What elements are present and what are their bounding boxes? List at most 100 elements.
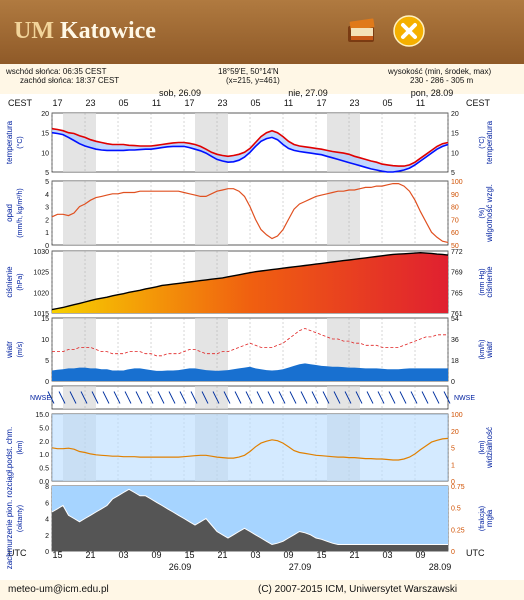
precip-tick-left-1: 4: [45, 192, 49, 199]
header-bar: UM Katowice: [0, 0, 524, 64]
wind-arrow-28: [201, 391, 209, 404]
top-hour-3: 11: [152, 98, 161, 108]
wind-arrow-30: [212, 391, 220, 404]
precip-tick-left-3: 2: [45, 217, 49, 224]
top-hour-10: 05: [382, 98, 392, 108]
pressure-tick-right-1: 769: [451, 270, 463, 277]
cloud-unit-left: (km): [17, 441, 24, 455]
fog-tick-left-1: 6: [45, 500, 49, 507]
wind-tick-left-2: 5: [45, 358, 49, 365]
humidity-line: [51, 183, 449, 243]
cloud-unit-right: (km): [479, 441, 486, 455]
tz-right: CEST: [466, 98, 491, 108]
cloud-tick-left-1: 5.0: [39, 425, 49, 432]
pressure-tick-left-1: 1025: [33, 270, 49, 277]
fog-tick-right-2: 0.25: [451, 527, 465, 534]
height-label: wysokość (min, środek, max): [388, 67, 492, 76]
precip-tick-left-4: 1: [45, 230, 49, 237]
wind-arrow-54: [344, 391, 352, 404]
gust-line: [52, 328, 448, 357]
temp-min-line: [51, 131, 449, 173]
pressure-tick-left-3: 1015: [33, 311, 49, 318]
night-band-winddir-1: [195, 386, 228, 409]
wind-arrow-20: [157, 391, 165, 404]
precip-tick-right-0: 100: [451, 179, 463, 186]
pressure-tick-left-2: 1020: [33, 290, 49, 297]
precip-tick-right-1: 90: [451, 192, 459, 199]
fog-tick-right-0: 0.75: [451, 484, 465, 491]
bottom-hour-1: 21: [85, 550, 95, 560]
top-hour-4: 17: [184, 98, 194, 108]
date-top-1: nie, 27.09: [288, 88, 328, 98]
top-hour-9: 23: [349, 98, 359, 108]
cloud-sky: [52, 414, 448, 481]
sunset-text: zachód słońca: 18:37 CEST: [20, 76, 120, 85]
cloud-tick-left-5: 0.0: [39, 479, 49, 486]
footer-email[interactable]: meteo-um@icm.edu.pl: [8, 584, 109, 595]
close-icon[interactable]: [392, 14, 426, 48]
info-bar: wschód słońca: 06:35 CEST zachód słońca:…: [0, 64, 524, 94]
temp-ylabel-right: temperatura: [485, 120, 494, 164]
fog-tick-right-1: 0.5: [451, 506, 461, 513]
precip-ylabel-right: wilgotność wzgl.: [485, 184, 494, 243]
temp-tick-right-0: 20: [451, 111, 459, 118]
fog-line: [51, 488, 448, 546]
cloud-tick-right-0: 100: [451, 412, 463, 419]
wind-arrow-6: [80, 391, 88, 404]
pressure-tick-right-3: 761: [451, 311, 463, 318]
wind-arrow-24: [179, 391, 187, 404]
cloud-tick-right-4: 0: [451, 479, 455, 486]
wind-arrow-52: [333, 391, 341, 404]
title-um: UM: [14, 18, 54, 44]
wind-arrow-64: [399, 391, 407, 404]
precip-tick-right-5: 50: [451, 243, 459, 250]
cloud-tick-left-2: 2.0: [39, 439, 49, 446]
wind-arrow-60: [377, 391, 385, 404]
wind-arrow-4: [69, 391, 77, 404]
cloud-ylabel: podst. chm.: [5, 427, 14, 468]
utc-left: UTC: [8, 548, 27, 558]
bottom-hour-0: 15: [52, 550, 62, 560]
fog-ylabel-right: mgła: [485, 509, 494, 527]
pressure-unit-right: (mm Hg): [479, 268, 486, 295]
pressure-tick-right-0: 772: [451, 249, 463, 256]
wind-arrow-46: [300, 391, 308, 404]
precip-tick-right-3: 70: [451, 217, 459, 224]
pressure-tick-left-0: 1030: [33, 249, 49, 256]
book-icon[interactable]: [345, 14, 379, 48]
date-bottom-1: 27.09: [289, 562, 312, 572]
top-hour-8: 17: [316, 98, 326, 108]
top-hour-7: 11: [284, 98, 293, 108]
cloud-ylabel-right: widzialność: [485, 427, 494, 469]
wind-arrow-8: [91, 391, 99, 404]
wind-arrow-44: [289, 391, 297, 404]
night-band-winddir-2: [327, 386, 360, 409]
wind-arrow-66: [410, 391, 418, 404]
date-bottom-0: 26.09: [169, 562, 192, 572]
wind-arrow-40: [267, 391, 275, 404]
bottom-hour-2: 03: [118, 550, 128, 560]
wind-arrow-2: [58, 391, 66, 404]
wind-arrow-50: [322, 391, 330, 404]
temp-tick-left-0: 20: [41, 111, 49, 118]
pressure-unit-left: (hPa): [17, 273, 24, 290]
winddir-label-left: NWSE: [30, 395, 51, 402]
fog-tick-left-3: 2: [45, 533, 49, 540]
precip-tick-left-0: 5: [45, 179, 49, 186]
wind-ylabel: wiatr: [5, 341, 14, 359]
page-title: UM Katowice: [14, 18, 156, 45]
bottom-hour-9: 21: [349, 550, 359, 560]
bottom-hour-4: 15: [184, 550, 194, 560]
height-values: 230 - 286 - 305 m: [410, 76, 474, 85]
fog-tick-left-0: 8: [45, 484, 49, 491]
temp-tick-left-3: 5: [45, 170, 49, 177]
temp-ylabel: temperatura: [5, 120, 14, 164]
fog-tick-left-2: 4: [45, 517, 49, 524]
title-city: Katowice: [59, 18, 156, 44]
temp-tick-right-1: 15: [451, 131, 459, 138]
cloud-tick-left-4: 0.5: [39, 466, 49, 473]
wind-tick-right-0: 54: [451, 316, 459, 323]
wind-arrow-36: [245, 391, 253, 404]
fog-unit-right: (frakcja): [479, 506, 486, 531]
wind-arrow-16: [135, 391, 143, 404]
